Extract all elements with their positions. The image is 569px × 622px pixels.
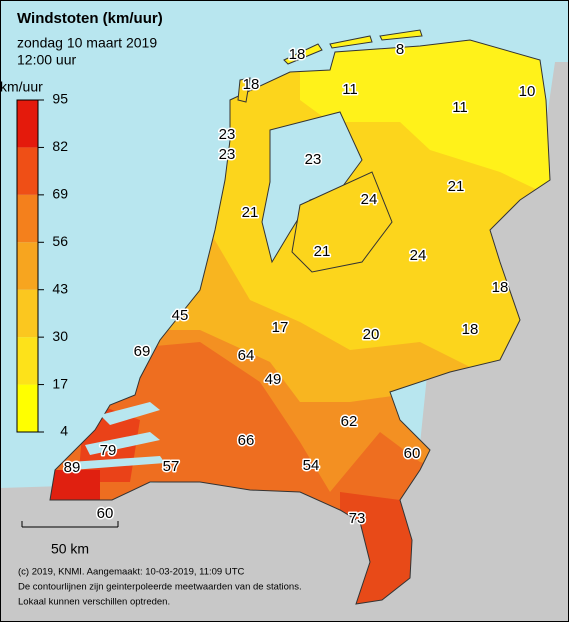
legend-swatch — [17, 242, 38, 290]
footer-line: De contourlijnen zijn geinterpoleerde me… — [18, 582, 302, 593]
legend-tick-label: 56 — [52, 233, 68, 249]
zone — [300, 40, 550, 205]
estuary — [70, 456, 165, 470]
station-value: 10 — [519, 83, 536, 100]
station-value: 11 — [452, 99, 468, 116]
legend-swatch — [17, 289, 38, 338]
legend-tick-label: 82 — [52, 138, 68, 154]
station-value: 8 — [396, 41, 404, 58]
station-value: 45 — [172, 307, 189, 324]
island — [283, 43, 323, 65]
title: Windstoten (km/uur) — [17, 10, 163, 27]
legend-swatch — [17, 337, 38, 385]
date: zondag 10 maart 2019 — [17, 35, 157, 51]
legend-unit: km/uur — [0, 79, 43, 95]
station-value: 21 — [242, 204, 259, 221]
station-value: 60 — [404, 445, 421, 462]
border — [49, 39, 551, 605]
zone — [50, 470, 100, 502]
island — [379, 29, 423, 41]
station-value: 23 — [219, 146, 236, 163]
legend-border — [16, 99, 39, 433]
station-value: 66 — [238, 432, 255, 449]
station-value: 79 — [100, 442, 117, 459]
station-value: 11 — [342, 81, 358, 98]
station-value: 24 — [410, 247, 427, 264]
station-value: 54 — [303, 457, 320, 474]
station-value: 57 — [163, 458, 180, 475]
island — [329, 35, 373, 49]
station-value: 18 — [462, 321, 479, 338]
station-value: 18 — [243, 76, 260, 93]
stations: 18 8 18 11 11 10 23 23 23 24 21 21 21 24 18 45 17 20 18 69 6… — [62, 39, 537, 528]
legend-tick-label: 30 — [52, 328, 68, 344]
time: 12:00 uur — [17, 52, 76, 68]
station-value: 64 — [238, 347, 255, 364]
footer-line: (c) 2019, KNMI. Aangemaakt: 10-03-2019, … — [18, 567, 244, 578]
station-value: 23 — [305, 151, 322, 168]
station-value: 24 — [361, 191, 378, 208]
scale-label: 50 km — [51, 541, 89, 557]
legend-swatch — [17, 147, 38, 195]
station-value: 49 — [265, 371, 282, 388]
station-value: 21 — [448, 178, 465, 195]
legend-tick-label: 69 — [52, 186, 68, 202]
legend-swatch — [17, 384, 38, 432]
station-value: 69 — [134, 343, 151, 360]
legend-swatch — [17, 194, 38, 243]
estuary — [85, 432, 160, 455]
polder — [291, 171, 393, 273]
station-value: 62 — [341, 413, 358, 430]
island — [237, 77, 251, 103]
station-value: 18 — [289, 46, 306, 63]
legend-tick-label: 17 — [52, 375, 68, 391]
estuary — [100, 402, 160, 425]
station-value: 21 — [314, 243, 331, 260]
legend-tick-label: 4 — [60, 423, 68, 439]
footer-line: Lokaal kunnen verschillen optreden. — [18, 597, 170, 608]
station-value: 23 — [219, 126, 236, 143]
foreign-land — [0, 62, 569, 622]
station-value: 20 — [363, 326, 380, 343]
station-value: 18 — [492, 279, 509, 296]
station-value: 60 — [97, 505, 114, 522]
legend-tick-label: 95 — [52, 91, 68, 107]
station-value: 73 — [349, 510, 366, 527]
legend-swatch — [17, 100, 38, 148]
station-value: 17 — [272, 319, 289, 336]
station-value: 89 — [64, 459, 81, 476]
legend: 95 82 69 56 43 30 17 4 — [16, 91, 68, 439]
legend-tick-label: 43 — [52, 280, 68, 296]
